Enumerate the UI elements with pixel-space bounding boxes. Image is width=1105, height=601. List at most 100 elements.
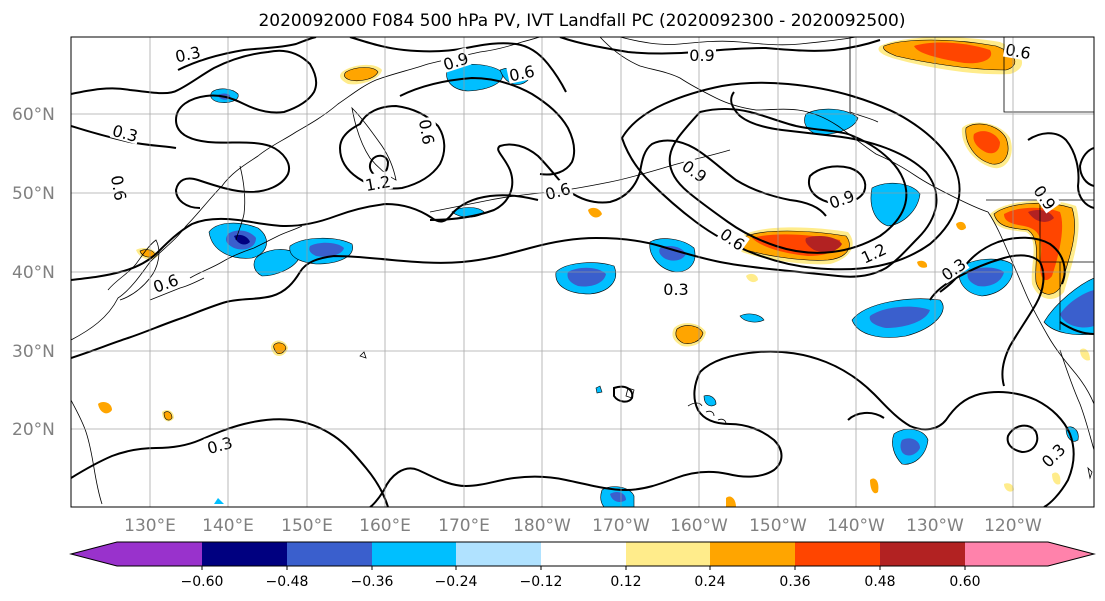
pv-contour (369, 371, 783, 507)
lon-label: 170°E (438, 516, 490, 536)
contour-label: 0.6 (107, 174, 130, 202)
lon-label: 150°E (281, 516, 333, 536)
ivt-blob (973, 131, 1000, 154)
ivt-blob (610, 492, 626, 502)
lon-label: 150°W (749, 516, 807, 536)
colorbar-segment (626, 542, 711, 566)
colorbar-segment (795, 542, 880, 566)
coastline-philippines (71, 399, 103, 505)
colorbar-ticks (201, 566, 966, 570)
ivt-blob (163, 411, 173, 421)
latitude-labels: 60°N 50°N 40°N 30°N 20°N (12, 105, 55, 440)
pv-contour (429, 139, 827, 221)
ivt-blob (659, 246, 686, 261)
pv-contour (1059, 321, 1094, 335)
lon-label: 130°E (124, 516, 176, 536)
pv-contour (399, 76, 576, 176)
lat-label: 30°N (12, 342, 55, 362)
pv-contour (847, 412, 885, 421)
coastline-japan-south (149, 277, 205, 301)
colorbar-outline (69, 541, 1096, 567)
colorbar-segment (71, 542, 202, 566)
colorbar-tick-label: −0.12 (520, 574, 563, 590)
pv-contour (1078, 147, 1094, 187)
border-canada-inner (1003, 37, 1094, 113)
ivt-blob (344, 67, 379, 82)
pv-contour (613, 385, 634, 403)
pv-contour (668, 108, 908, 254)
contour-label: 0.6 (1004, 40, 1032, 63)
lon-label: 140°W (827, 516, 885, 536)
ivt-blob (805, 236, 842, 252)
colorbar-tick-label: 0.48 (864, 574, 895, 590)
ivt-blob (746, 273, 758, 283)
ivt-blob (726, 496, 736, 507)
coastline-north-america-west (987, 211, 1094, 405)
coastlines (71, 37, 1094, 505)
ivt-blob (900, 438, 920, 456)
ivt-blob (595, 385, 603, 394)
coastline-baja (1059, 349, 1094, 451)
contour-label: 0.3 (173, 43, 202, 67)
pv-contour (559, 37, 881, 55)
pv-contour (71, 418, 389, 507)
lon-label: 160°W (670, 516, 728, 536)
colorbar-tick-label: 0.36 (779, 574, 810, 590)
ivt-blob (588, 207, 602, 218)
ivt-blob (1060, 290, 1094, 328)
coastline-sakhalin (235, 165, 246, 241)
pv-contour (349, 37, 567, 93)
border-alaska-canada (849, 37, 879, 123)
ivt-blob (98, 402, 112, 414)
ivt-blob (703, 395, 717, 407)
contour-label: 0.9 (689, 46, 714, 65)
ivt-blob (1052, 472, 1061, 485)
ivt-blob (917, 260, 928, 268)
colorbar-segment (965, 542, 1094, 566)
contour-label: 0.6 (415, 118, 438, 146)
colorbar-segment (456, 542, 541, 566)
ivt-blob (309, 242, 344, 257)
pv-contour (808, 165, 867, 205)
colorbar: −0.60 −0.48 −0.36 −0.24 −0.12 0.12 0.24 … (69, 541, 1096, 590)
colorbar-segment (287, 542, 372, 566)
ivt-blob (1080, 348, 1090, 361)
pv-contour (1027, 132, 1094, 209)
ivt-blob (253, 249, 301, 277)
coastline-kamchatka (351, 106, 397, 181)
pv-contour (71, 49, 318, 209)
map-frame (70, 36, 1095, 508)
lon-label: 140°E (202, 516, 254, 536)
figure-title: 2020092000 F084 500 hPa PV, IVT Landfall… (258, 11, 905, 31)
longitude-labels: 130°E 140°E 150°E 160°E 170°E 180°W 170°… (124, 516, 1042, 536)
colorbar-tick-label: −0.48 (266, 574, 309, 590)
pv-contours (71, 37, 1094, 507)
pv-contour (939, 236, 1066, 293)
pv-contour (71, 91, 938, 359)
coastline-aleutians (429, 149, 731, 213)
colorbar-tick-label: −0.60 (181, 574, 224, 590)
pv-contour (338, 104, 446, 190)
ivt-blob (214, 498, 224, 504)
lat-label: 20°N (12, 420, 55, 440)
pv-contour (699, 350, 1075, 507)
ivt-blob (869, 306, 930, 328)
colorbar-segment (202, 542, 287, 566)
contour-label: 0.3 (663, 280, 688, 299)
coastline-japan (189, 225, 303, 279)
colorbar-segment (880, 542, 965, 566)
ivt-blob (914, 42, 992, 64)
map-panel: 0.3 0.9 0.6 0.9 0.6 0.3 0.6 1.2 0.6 0.9 … (70, 36, 1095, 508)
ivt-blob (1028, 210, 1054, 222)
pv-contour (71, 194, 539, 281)
colorbar-tick-label: 0.24 (694, 574, 725, 590)
colorbar-tick-label: −0.36 (351, 574, 394, 590)
pv-contour-labels: 0.3 0.9 0.6 0.9 0.6 0.3 0.6 1.2 0.6 0.9 … (107, 38, 1069, 471)
lon-label: 160°E (359, 516, 411, 536)
ivt-blob (567, 267, 606, 287)
ivt-blob (1004, 483, 1014, 492)
lat-label: 60°N (12, 105, 55, 125)
lon-label: 170°W (592, 516, 650, 536)
pv-contour (929, 254, 1045, 387)
